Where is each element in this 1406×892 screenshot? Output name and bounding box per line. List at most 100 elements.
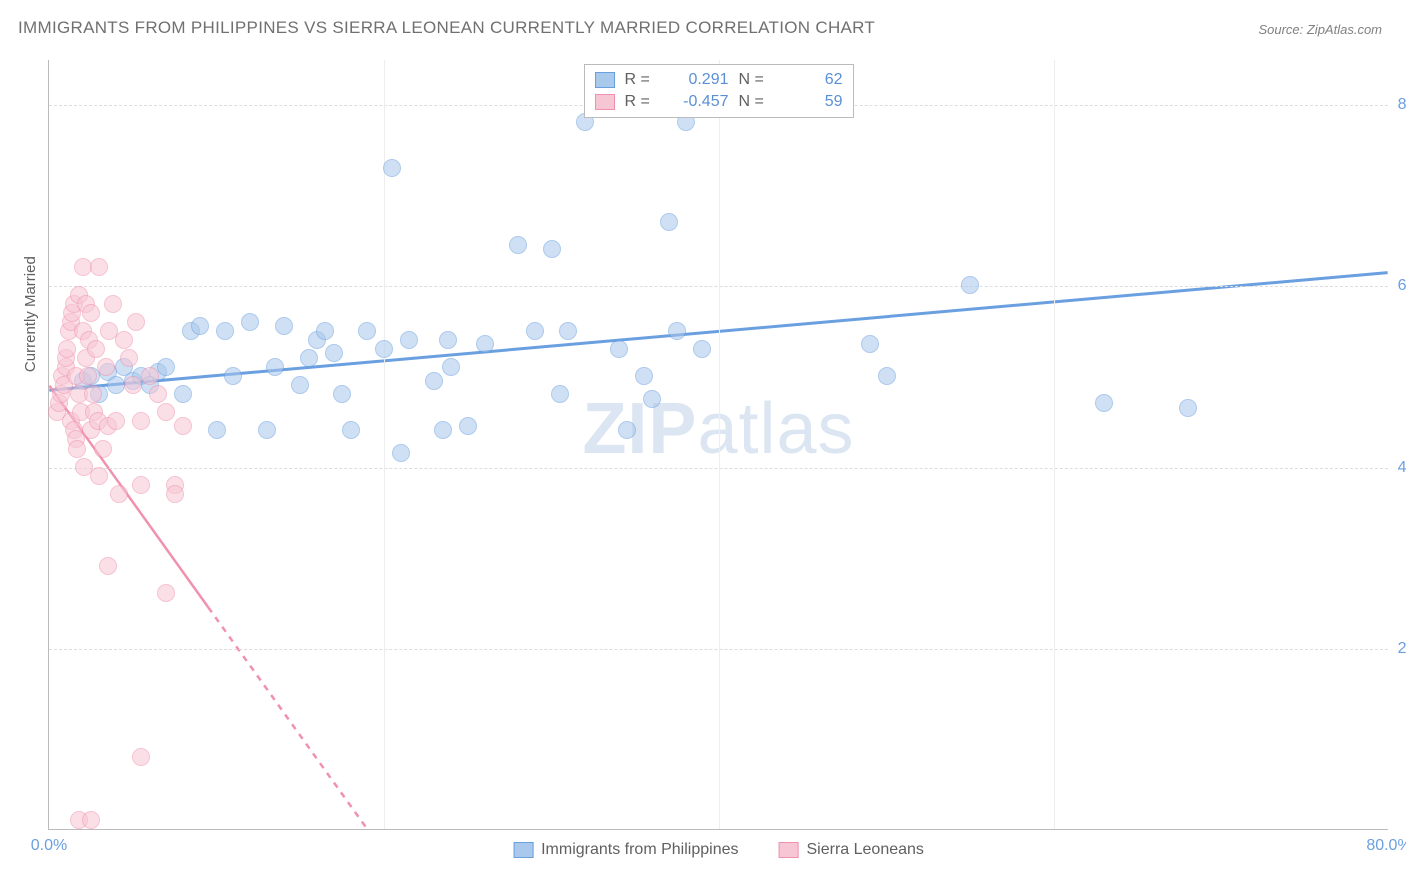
data-point — [316, 322, 334, 340]
data-point — [258, 421, 276, 439]
data-point — [266, 358, 284, 376]
data-point — [82, 811, 100, 829]
gridline-v — [384, 60, 385, 829]
data-point — [668, 322, 686, 340]
data-point — [526, 322, 544, 340]
data-point — [224, 367, 242, 385]
data-point — [216, 322, 234, 340]
data-point — [375, 340, 393, 358]
data-point — [115, 331, 133, 349]
r-value-1: 0.291 — [669, 69, 729, 91]
legend-item-2: Sierra Leoneans — [778, 841, 923, 859]
legend-item-1: Immigrants from Philippines — [513, 841, 738, 859]
data-point — [58, 340, 76, 358]
data-point — [861, 335, 879, 353]
y-axis-label: Currently Married — [22, 256, 39, 372]
ytick-label: 40.0% — [1398, 459, 1406, 477]
data-point — [90, 467, 108, 485]
data-point — [110, 485, 128, 503]
data-point — [84, 385, 102, 403]
data-point — [1095, 394, 1113, 412]
data-point — [174, 385, 192, 403]
legend-row-1: R = 0.291 N = 62 — [595, 69, 843, 91]
data-point — [358, 322, 376, 340]
data-point — [383, 159, 401, 177]
swatch-blue — [595, 72, 615, 88]
data-point — [400, 331, 418, 349]
data-point — [643, 390, 661, 408]
data-point — [693, 340, 711, 358]
data-point — [1179, 399, 1197, 417]
data-point — [333, 385, 351, 403]
xtick-label: 0.0% — [31, 837, 67, 855]
data-point — [132, 412, 150, 430]
legend-series: Immigrants from Philippines Sierra Leone… — [513, 841, 924, 859]
chart-container: IMMIGRANTS FROM PHILIPPINES VS SIERRA LE… — [0, 0, 1406, 892]
swatch-pink — [595, 94, 615, 110]
data-point — [961, 276, 979, 294]
data-point — [191, 317, 209, 335]
data-point — [82, 304, 100, 322]
data-point — [425, 372, 443, 390]
data-point — [291, 376, 309, 394]
xtick-label: 80.0% — [1366, 837, 1406, 855]
data-point — [275, 317, 293, 335]
swatch-blue-2 — [513, 842, 533, 858]
legend-label-2: Sierra Leoneans — [806, 841, 923, 859]
data-point — [79, 367, 97, 385]
n-value-1: 62 — [783, 69, 843, 91]
data-point — [434, 421, 452, 439]
data-point — [442, 358, 460, 376]
data-point — [90, 258, 108, 276]
data-point — [94, 440, 112, 458]
data-point — [104, 295, 122, 313]
data-point — [325, 344, 343, 362]
data-point — [124, 376, 142, 394]
data-point — [157, 584, 175, 602]
data-point — [157, 358, 175, 376]
data-point — [149, 385, 167, 403]
data-point — [132, 748, 150, 766]
data-point — [300, 349, 318, 367]
r-label-1: R = — [625, 69, 659, 91]
n-label-1: N = — [739, 69, 773, 91]
ytick-label: 60.0% — [1398, 277, 1406, 295]
data-point — [174, 417, 192, 435]
data-point — [68, 440, 86, 458]
data-point — [141, 367, 159, 385]
gridline-v — [719, 60, 720, 829]
data-point — [107, 412, 125, 430]
data-point — [543, 240, 561, 258]
data-point — [97, 358, 115, 376]
data-point — [509, 236, 527, 254]
data-point — [132, 476, 150, 494]
data-point — [551, 385, 569, 403]
legend-correlations: R = 0.291 N = 62 R = -0.457 N = 59 — [584, 64, 854, 118]
data-point — [559, 322, 577, 340]
data-point — [635, 367, 653, 385]
gridline-v — [1054, 60, 1055, 829]
source-label: Source: ZipAtlas.com — [1258, 22, 1382, 37]
data-point — [610, 340, 628, 358]
n-label-2: N = — [739, 91, 773, 113]
data-point — [120, 349, 138, 367]
plot-area: ZIPatlas R = 0.291 N = 62 R = -0.457 N =… — [48, 60, 1388, 830]
data-point — [87, 340, 105, 358]
data-point — [342, 421, 360, 439]
legend-row-2: R = -0.457 N = 59 — [595, 91, 843, 113]
data-point — [439, 331, 457, 349]
data-point — [208, 421, 226, 439]
data-point — [476, 335, 494, 353]
ytick-label: 80.0% — [1398, 96, 1406, 114]
data-point — [127, 313, 145, 331]
ytick-label: 20.0% — [1398, 640, 1406, 658]
chart-title: IMMIGRANTS FROM PHILIPPINES VS SIERRA LE… — [18, 18, 875, 38]
data-point — [241, 313, 259, 331]
n-value-2: 59 — [783, 91, 843, 113]
r-value-2: -0.457 — [669, 91, 729, 113]
swatch-pink-2 — [778, 842, 798, 858]
data-point — [99, 557, 117, 575]
data-point — [107, 376, 125, 394]
data-point — [459, 417, 477, 435]
r-label-2: R = — [625, 91, 659, 113]
